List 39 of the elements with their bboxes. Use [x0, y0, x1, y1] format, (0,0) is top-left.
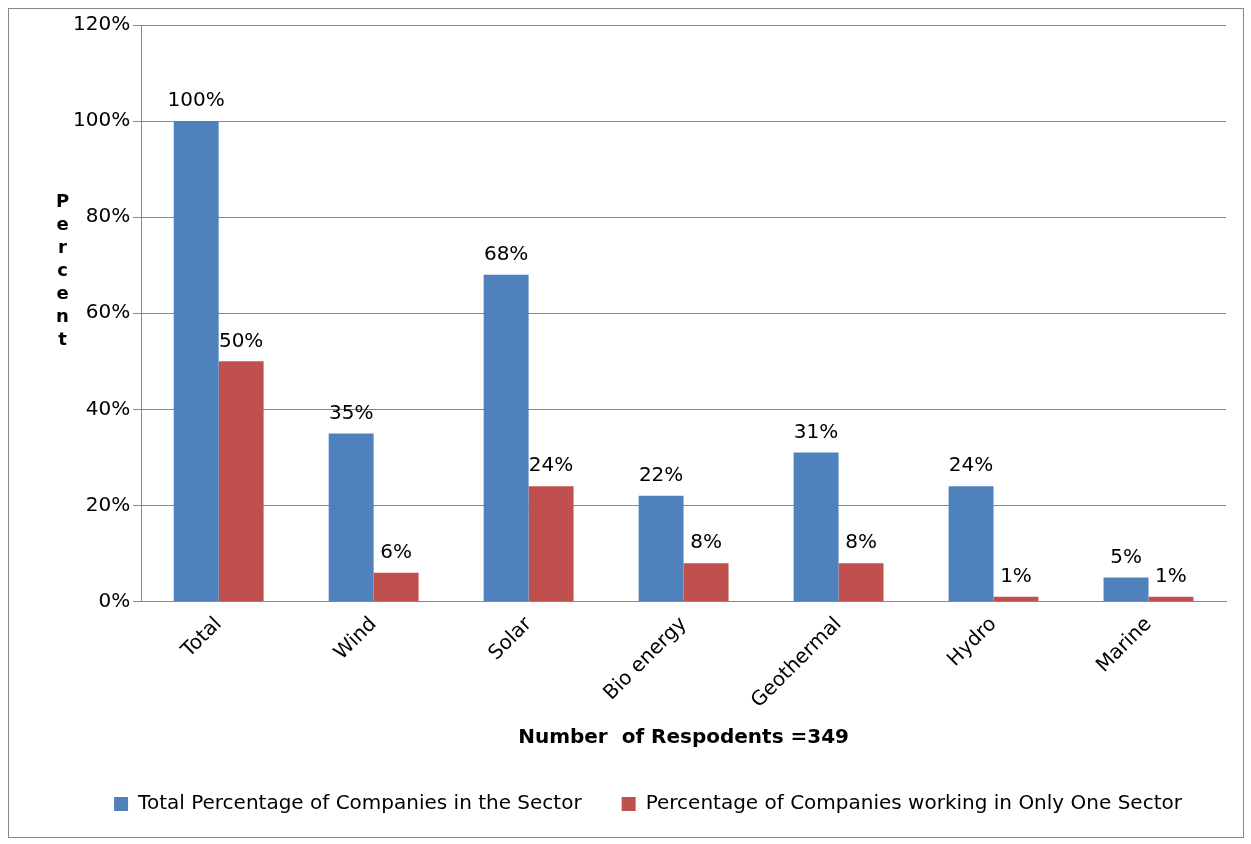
y-tick-label: 40%: [85, 395, 131, 420]
bar: [1103, 577, 1149, 602]
y-tick-label: 100%: [72, 107, 131, 132]
data-label: 22%: [638, 462, 684, 487]
bar: [173, 121, 219, 602]
data-label: 31%: [793, 418, 839, 443]
x-axis-title: Number of Respodents =349: [518, 724, 850, 749]
bar: [373, 572, 419, 602]
bar: [948, 486, 994, 602]
legend-label: Percentage of Companies working in Only One Sector: [645, 790, 1183, 815]
y-axis-title: Percent: [52, 190, 73, 351]
data-label: 1%: [1000, 562, 1032, 587]
data-label: 8%: [845, 529, 877, 554]
data-label: 24%: [528, 452, 574, 477]
bar: [483, 274, 529, 602]
data-label: 100%: [167, 87, 225, 112]
data-label: 35%: [328, 399, 374, 424]
y-tick-label: 120%: [72, 11, 131, 36]
legend-label: Total Percentage of Companies in the Sector: [137, 790, 583, 815]
data-label: 68%: [483, 241, 529, 266]
bar: [638, 495, 684, 602]
data-label: 1%: [1155, 562, 1187, 587]
bar: [683, 563, 729, 602]
y-tick-label: 20%: [85, 491, 131, 516]
bar: [838, 563, 884, 602]
y-tick-label: 0%: [98, 587, 131, 612]
data-label: 24%: [948, 452, 994, 477]
y-tick-label: 60%: [85, 299, 131, 324]
data-label: 8%: [690, 529, 722, 554]
bar: [1148, 596, 1194, 602]
y-tick-label: 80%: [85, 203, 131, 228]
bar: [218, 361, 264, 602]
bar: [528, 486, 574, 602]
data-label: 6%: [380, 538, 412, 563]
bar: [793, 452, 839, 602]
data-label: 5%: [1110, 543, 1142, 568]
bar: [993, 596, 1039, 602]
data-label: 50%: [218, 327, 264, 352]
bar: [328, 433, 374, 602]
